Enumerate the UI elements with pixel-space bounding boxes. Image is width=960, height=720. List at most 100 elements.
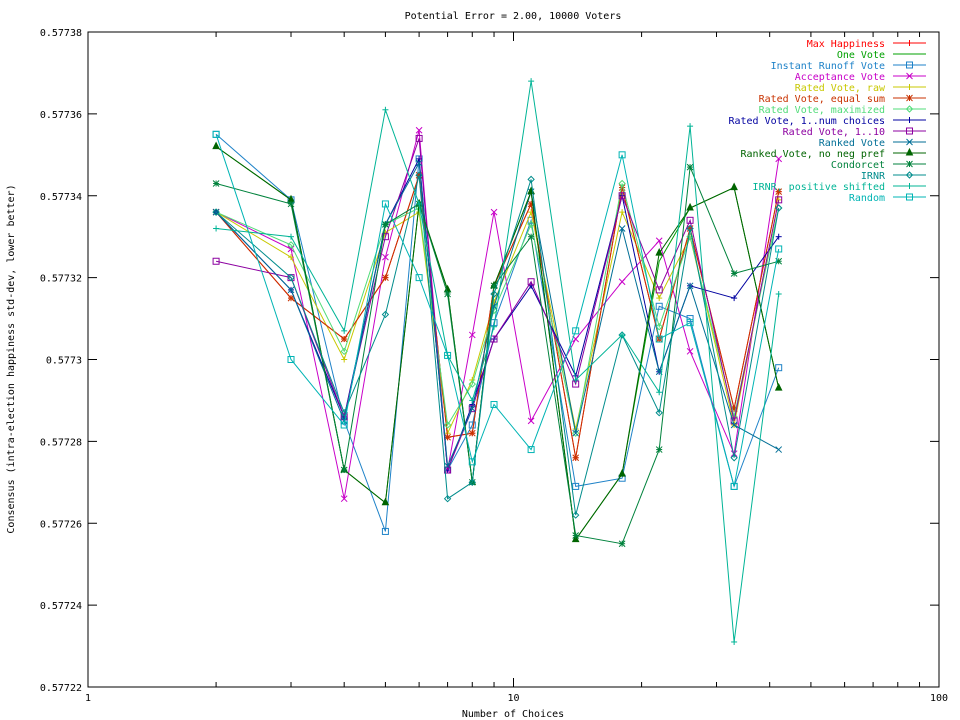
- data-point: [572, 376, 579, 383]
- data-point: [468, 380, 476, 388]
- legend-label: Ranked Vote: [819, 138, 885, 149]
- data-point: [619, 209, 626, 216]
- data-point: [655, 302, 663, 310]
- data-point: [443, 494, 452, 503]
- series-max-happiness: [213, 172, 782, 461]
- series-line: [215, 183, 780, 434]
- data-point: [340, 347, 348, 356]
- legend-marker: [906, 72, 913, 80]
- data-point: [572, 429, 580, 437]
- data-point: [341, 356, 348, 363]
- data-point: [287, 241, 295, 249]
- data-point: [775, 291, 782, 297]
- series-irnr: [212, 171, 783, 519]
- data-point: [443, 421, 452, 429]
- data-point: [730, 482, 738, 490]
- legend-label: One Vote: [837, 50, 885, 61]
- data-point: [381, 497, 390, 506]
- y-tick-label: 0.5773: [46, 356, 82, 367]
- x-tick-label: 100: [930, 693, 948, 704]
- data-point: [490, 290, 498, 298]
- legend-label: Acceptance Vote: [795, 72, 885, 83]
- data-point: [655, 247, 664, 256]
- data-point: [730, 182, 738, 191]
- data-point: [415, 204, 423, 212]
- legend-marker: [906, 94, 913, 102]
- data-point: [527, 175, 535, 184]
- data-point: [655, 323, 663, 331]
- legend-label: Condorcet: [831, 160, 885, 171]
- series-line: [215, 134, 780, 487]
- data-point: [381, 310, 390, 319]
- data-point: [618, 192, 626, 200]
- data-point: [686, 347, 694, 355]
- data-point: [527, 417, 535, 425]
- data-point: [468, 458, 476, 466]
- x-axis-label: Number of Choices: [462, 709, 564, 720]
- legend-label: Instant Runoff Vote: [771, 61, 885, 72]
- y-tick-label: 0.57726: [40, 519, 82, 530]
- data-point: [444, 351, 452, 359]
- x-tick-label: 10: [507, 693, 519, 704]
- data-point: [686, 202, 694, 211]
- data-point: [775, 233, 782, 240]
- data-point: [287, 356, 295, 363]
- legend-label: Rated Vote, equal sum: [759, 94, 885, 105]
- data-point: [656, 295, 663, 302]
- series-line: [215, 175, 780, 516]
- data-point: [469, 397, 476, 404]
- legend-marker: [905, 147, 914, 156]
- data-point: [618, 540, 626, 548]
- data-point: [655, 409, 663, 417]
- data-point: [340, 335, 348, 343]
- data-point: [686, 224, 694, 233]
- data-point: [572, 327, 580, 335]
- data-point: [340, 495, 348, 503]
- data-point: [340, 466, 348, 474]
- data-point: [655, 446, 663, 453]
- series-irnr-positive-shifted: [213, 78, 782, 645]
- legend-marker: [906, 61, 913, 69]
- plot-frame: [87, 31, 940, 688]
- data-point: [416, 200, 423, 207]
- data-point: [687, 123, 694, 130]
- legend-marker: [906, 160, 913, 168]
- legend-marker: [905, 171, 914, 179]
- y-tick-label: 0.57728: [40, 437, 82, 448]
- data-point: [491, 323, 498, 330]
- series-random: [212, 130, 783, 490]
- y-tick-label: 0.57734: [40, 192, 82, 203]
- data-point: [213, 225, 220, 232]
- data-point: [618, 179, 626, 188]
- data-point: [288, 254, 295, 261]
- data-point: [619, 331, 626, 338]
- data-point: [528, 78, 535, 85]
- data-point: [468, 405, 476, 412]
- data-point: [527, 278, 535, 286]
- data-point: [382, 221, 389, 228]
- data-point: [730, 270, 738, 277]
- data-point: [287, 286, 295, 294]
- data-point: [775, 446, 783, 453]
- data-point: [655, 237, 663, 245]
- data-point: [212, 180, 220, 187]
- data-point: [341, 327, 348, 334]
- data-point: [774, 204, 783, 212]
- series-rated-vote-equal-sum: [212, 171, 783, 462]
- data-point: [572, 454, 580, 462]
- legend-marker: [905, 105, 914, 113]
- data-point: [490, 335, 498, 343]
- series-line: [215, 175, 780, 458]
- data-point: [381, 200, 389, 208]
- y-tick-label: 0.57724: [40, 601, 82, 612]
- data-point: [774, 383, 783, 391]
- series-line: [215, 146, 780, 541]
- data-point: [212, 257, 220, 265]
- data-point: [444, 290, 451, 298]
- data-point: [656, 389, 663, 396]
- data-point: [527, 220, 535, 229]
- data-point: [381, 527, 389, 535]
- data-point: [731, 638, 738, 645]
- data-point: [730, 450, 738, 458]
- data-point: [775, 188, 783, 196]
